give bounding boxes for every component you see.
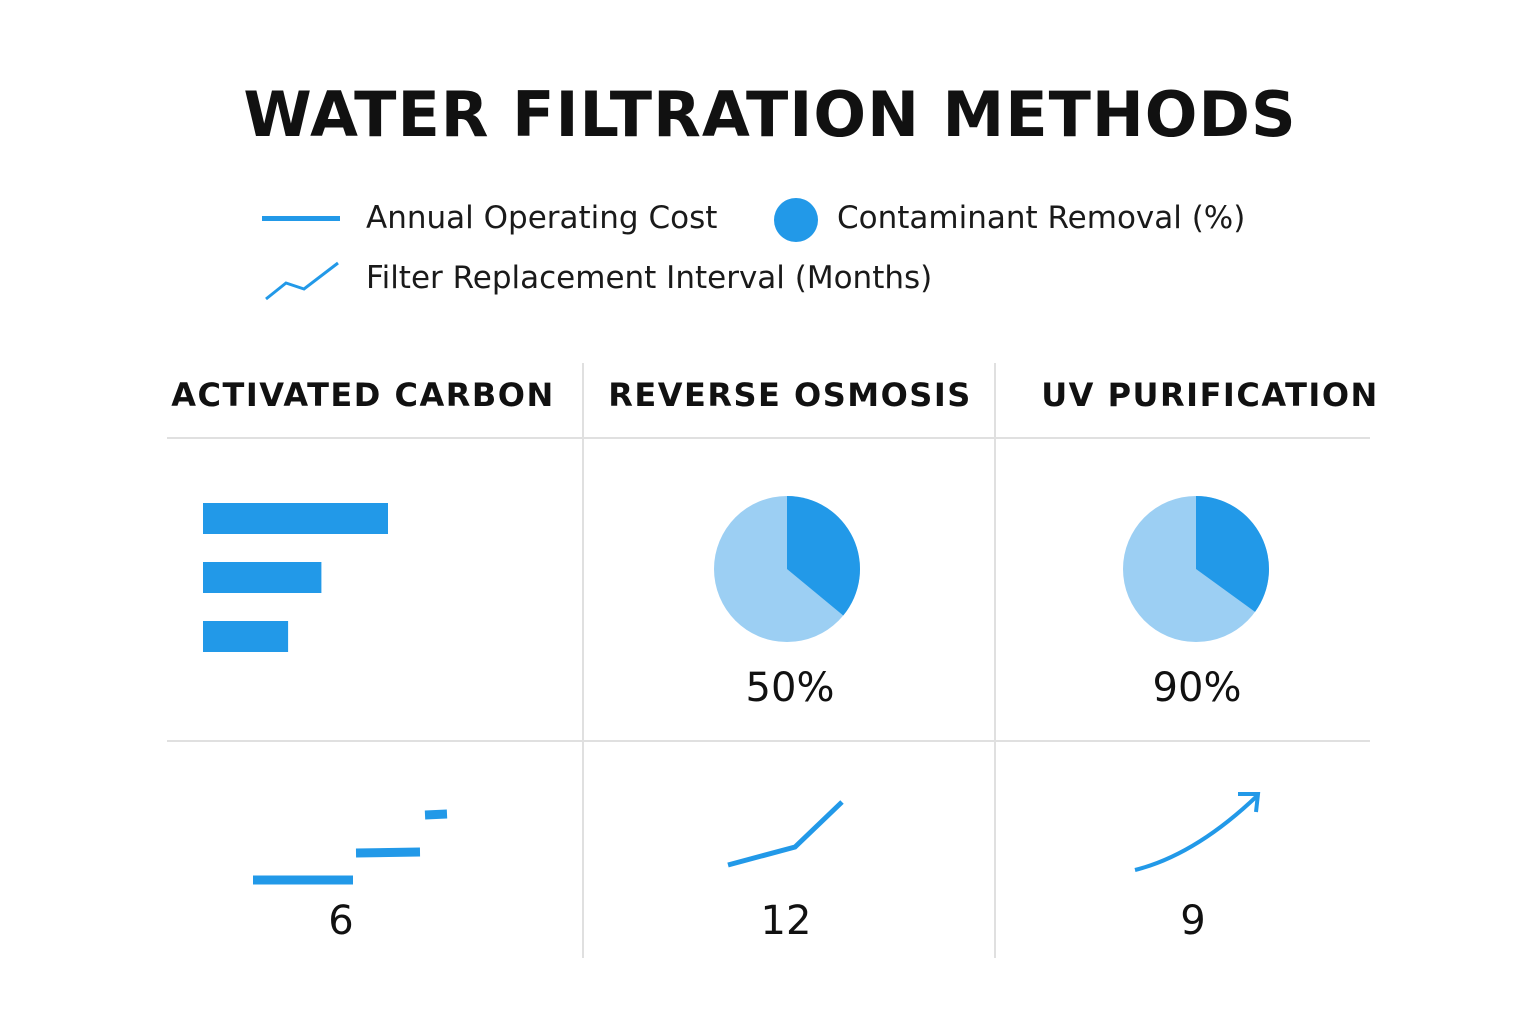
arrow-head-icon [1238, 792, 1261, 813]
interval-label-uv: 9 [1180, 898, 1206, 944]
removal-label-uv: 90% [1152, 665, 1242, 711]
legend-annual-cost: Annual Operating Cost [366, 200, 718, 236]
interval-label-ro: 12 [760, 898, 812, 944]
legend-icons [262, 216, 340, 301]
cost-bar [203, 562, 322, 593]
trend-line-icon [265, 261, 339, 301]
removal-label-ro: 50% [745, 665, 835, 711]
column-header-activated-carbon: ACTIVATED CARBON [171, 376, 555, 414]
chart-title: WATER FILTRATION METHODS [243, 78, 1297, 151]
legend-filter-interval: Filter Replacement Interval (Months) [366, 260, 933, 296]
pie-slice-highlight [787, 496, 860, 616]
legend-contaminant-removal: Contaminant Removal (%) [837, 200, 1246, 236]
divider [167, 740, 1370, 742]
circle-icon [774, 198, 818, 242]
interval-curve [1134, 794, 1259, 872]
divider [167, 437, 1370, 439]
divider [582, 363, 584, 958]
interval-steps [253, 809, 448, 885]
cost-bar [203, 503, 388, 534]
pie-slice-highlight [1196, 496, 1270, 612]
line-dash-icon [262, 216, 340, 221]
interval-line [727, 800, 844, 868]
cost-bar [203, 621, 289, 652]
column-header-reverse-osmosis: REVERSE OSMOSIS [608, 376, 972, 414]
interval-label-ac: 6 [328, 898, 354, 944]
divider [994, 363, 996, 958]
column-header-uv-purification: UV PURIFICATION [1041, 376, 1379, 414]
